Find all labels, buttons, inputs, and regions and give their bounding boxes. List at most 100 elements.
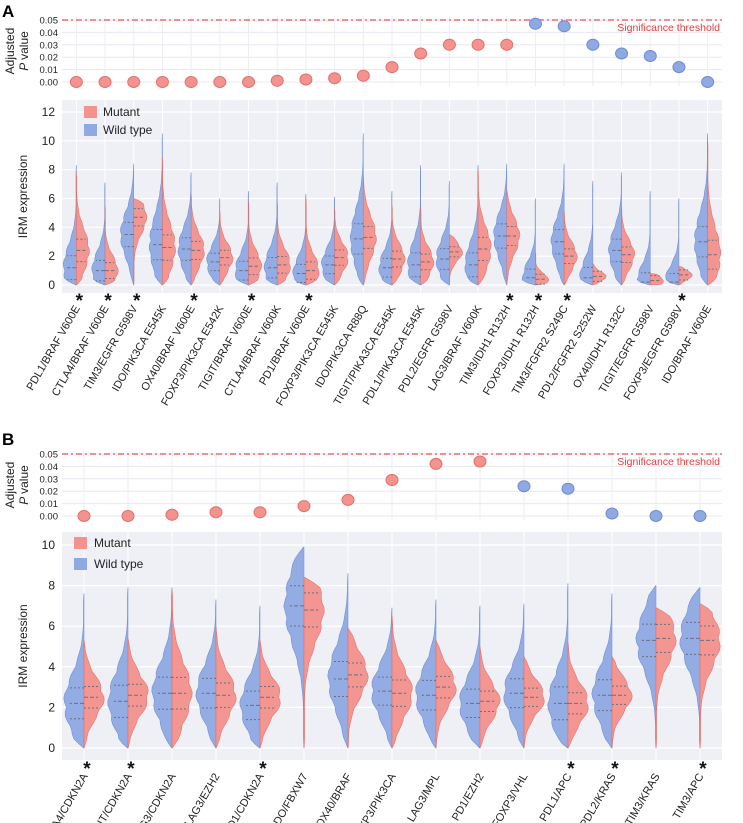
violin-tim3-apc xyxy=(679,587,721,749)
violin-tigit-cdkn2a xyxy=(107,587,149,749)
violin-half-wild-type xyxy=(62,165,77,286)
violin-ytick-label: 12 xyxy=(42,105,56,119)
violin-half-wild-type xyxy=(349,133,364,286)
violin-half-wild-type xyxy=(608,172,622,286)
pvalue-ytick-label: 0.01 xyxy=(40,65,59,76)
xtick-label-tigit-braf-v600e: TIGIT/BRAF V600E xyxy=(196,304,255,394)
italic-p: P xyxy=(17,60,31,71)
panel-b-label: B xyxy=(2,430,14,449)
violin-half-wild-type xyxy=(679,587,701,749)
pvalue-ytick-label: 0.00 xyxy=(40,512,59,523)
violin-pd1-braf-v600e xyxy=(292,193,320,286)
panel-a-violins xyxy=(62,133,722,286)
violin-ytick-label: 4 xyxy=(48,660,55,674)
violin-tigit-pika3ca-e545k xyxy=(378,190,406,286)
value-word: value xyxy=(17,31,31,60)
significance-star-tigit-cdkn2a: * xyxy=(127,759,135,780)
legend-swatch-mutant xyxy=(84,106,97,118)
pvalue-ytick-label: 0.02 xyxy=(40,487,59,498)
xtick-label-ctla4-cdkn2a: CTLA4/CDKN2A xyxy=(39,771,91,823)
violin-half-mutant xyxy=(506,189,521,286)
violin-half-mutant xyxy=(449,234,463,286)
violin-half-wild-type xyxy=(321,196,335,286)
violin-pd1-ezh2 xyxy=(459,605,501,749)
violin-pdl2-egfr-g598v xyxy=(435,180,463,286)
violin-foxp3-pik3ca-e545k xyxy=(321,196,349,286)
pvalue-ytick-label: 0.05 xyxy=(40,450,59,461)
violin-ytick-label: 0 xyxy=(48,741,55,755)
violin-half-wild-type xyxy=(206,198,221,286)
violin-tigit-egfr-g598v xyxy=(636,190,664,286)
pvalue-point-ido-pik3ca-r88q xyxy=(356,69,370,82)
violin-half-wild-type xyxy=(503,603,525,749)
violin-half-wild-type xyxy=(107,587,129,749)
pvalue-point-foxp3-pik3ca xyxy=(385,474,399,487)
violin-pdl2-kras xyxy=(591,593,633,749)
violin-ctla4-braf-v600k xyxy=(263,182,291,286)
significance-star-tim3-fgfr2-s249c: * xyxy=(563,291,571,312)
violin-half-mutant xyxy=(347,627,369,749)
legend-label-wild-type: Wild type xyxy=(103,123,153,137)
violin-half-mutant xyxy=(699,603,721,749)
violin-half-mutant xyxy=(215,625,237,749)
italic-p: P xyxy=(17,494,31,505)
violin-ido-braf-v600e xyxy=(694,133,722,286)
xtick-label-ido-pik3ca-r88q: IDO/PIK3CA R88Q xyxy=(313,303,370,390)
violin-half-wild-type xyxy=(415,599,437,749)
violin-half-mutant xyxy=(171,589,193,749)
pvalue-point-foxp3-vhl xyxy=(517,480,531,493)
violin-half-wild-type xyxy=(177,172,192,286)
pvalue-point-tim3-kras xyxy=(649,510,663,522)
pvalue-point-foxp3-pik3ca-e542k xyxy=(213,76,227,88)
pvalue-point-ido-pik3ca-e545k xyxy=(155,76,169,88)
pvalue-point-pd1-cdkn2a xyxy=(253,506,267,519)
violin-half-mutant xyxy=(611,656,633,749)
panel-a-pvalue-ylabel: Adjusted xyxy=(3,28,17,75)
pvalue-point-ctla4-braf-v600e xyxy=(98,76,112,88)
violin-pdl2-fgfr2-s252w xyxy=(579,180,607,286)
panel-a-violin-yticks: 0 2 4 6 8 10 12 xyxy=(42,105,56,292)
violin-tigit-braf-v600e xyxy=(235,190,263,286)
xtick-label-tigit-cdkn2a: TIGIT/CDKN2A xyxy=(86,771,135,823)
violin-half-wild-type xyxy=(591,593,613,749)
violin-half-mutant xyxy=(259,640,281,749)
significance-star-pdl2-kras: * xyxy=(611,759,619,780)
violin-half-wild-type xyxy=(151,587,173,749)
pvalue-point-pdl1-braf-v600e xyxy=(69,76,83,88)
legend-label-mutant: Mutant xyxy=(103,105,140,119)
xtick-label-pdl1-braf-v600e: PDL1/BRAF V600E xyxy=(25,304,83,393)
significance-star-ctla4-cdkn2a: * xyxy=(83,759,91,780)
panel-a-pvalue-yticks: 0.00 0.010.02 0.030.040.05 xyxy=(40,16,59,89)
violin-half-mutant xyxy=(477,169,492,286)
violin-lag3-cdkn2a xyxy=(151,587,193,749)
pvalue-point-ido-fbxw7 xyxy=(297,500,311,513)
violin-ctla4-cdkn2a xyxy=(63,593,105,749)
violin-half-mutant xyxy=(563,211,578,286)
violin-half-wild-type xyxy=(283,546,305,749)
pvalue-point-pdl1-apc xyxy=(561,482,575,495)
significance-star-ox40-braf-v600e: * xyxy=(190,291,198,312)
violin-half-wild-type xyxy=(292,193,307,286)
significance-star-tim3-egfr-g598v: * xyxy=(133,291,141,312)
panel-a: A Significance threshold 0.000.010.020.0… xyxy=(2,2,722,408)
panel-b-violins xyxy=(63,546,721,749)
violin-half-mutant xyxy=(621,206,636,286)
violin-half-mutant xyxy=(479,646,501,749)
violin-pdl1-apc xyxy=(547,583,589,749)
violin-foxp3-vhl xyxy=(503,603,545,749)
pvalue-point-lag3-braf-v600k xyxy=(471,38,485,51)
violin-lag3-mpl xyxy=(415,599,457,749)
violin-half-wild-type xyxy=(521,198,536,286)
significance-star-foxp3-egfr-g598v: * xyxy=(678,291,686,312)
violin-half-wild-type xyxy=(665,198,680,286)
pvalue-point-pdl2-fgfr2-s252w xyxy=(586,38,600,51)
pvalue-point-lag3-mpl xyxy=(429,457,443,470)
pvalue-point-ox40-braf-v600e xyxy=(184,76,198,88)
violin-half-mutant xyxy=(303,577,325,749)
violin-half-wild-type xyxy=(579,180,594,286)
pvalue-point-tim3-apc xyxy=(693,510,707,522)
violin-half-wild-type xyxy=(407,165,421,286)
violin-half-wild-type xyxy=(459,605,481,749)
xtick-label-pdl1-apc: PDL1/APC xyxy=(538,771,575,823)
pvalue-point-pdl2-kras xyxy=(605,507,619,520)
